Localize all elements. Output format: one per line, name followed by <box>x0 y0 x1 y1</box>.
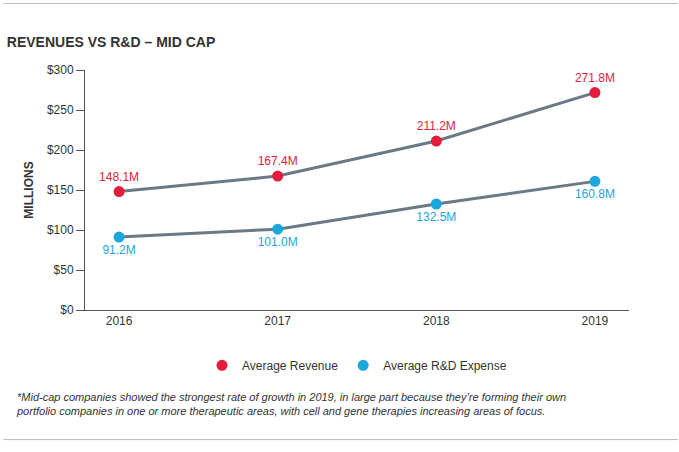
svg-text:91.2M: 91.2M <box>102 243 135 257</box>
svg-text:$250: $250 <box>47 103 74 117</box>
svg-text:271.8M: 271.8M <box>575 71 615 85</box>
svg-text:$200: $200 <box>47 143 74 157</box>
svg-text:REVENUES VS R&D – MID CAP: REVENUES VS R&D – MID CAP <box>7 34 215 50</box>
svg-text:$100: $100 <box>47 223 74 237</box>
svg-text:Average Revenue: Average Revenue <box>242 359 338 373</box>
svg-text:*Mid-cap companies showed the: *Mid-cap companies showed the strongest … <box>16 391 566 417</box>
svg-text:148.1M: 148.1M <box>99 170 139 184</box>
svg-text:160.8M: 160.8M <box>575 187 615 201</box>
svg-text:2018: 2018 <box>423 314 450 328</box>
svg-text:2019: 2019 <box>582 314 609 328</box>
svg-text:132.5M: 132.5M <box>416 210 456 224</box>
svg-text:$300: $300 <box>47 63 74 77</box>
svg-text:167.4M: 167.4M <box>258 154 298 168</box>
svg-text:$50: $50 <box>54 263 74 277</box>
svg-text:2017: 2017 <box>264 314 291 328</box>
svg-text:2016: 2016 <box>106 314 133 328</box>
svg-text:211.2M: 211.2M <box>417 119 456 133</box>
svg-text:101.0M: 101.0M <box>258 235 298 249</box>
svg-text:MILLIONS: MILLIONS <box>22 161 36 218</box>
svg-text:$0: $0 <box>60 303 74 317</box>
svg-text:$150: $150 <box>47 183 74 197</box>
svg-text:Average R&D Expense: Average R&D Expense <box>383 359 507 373</box>
